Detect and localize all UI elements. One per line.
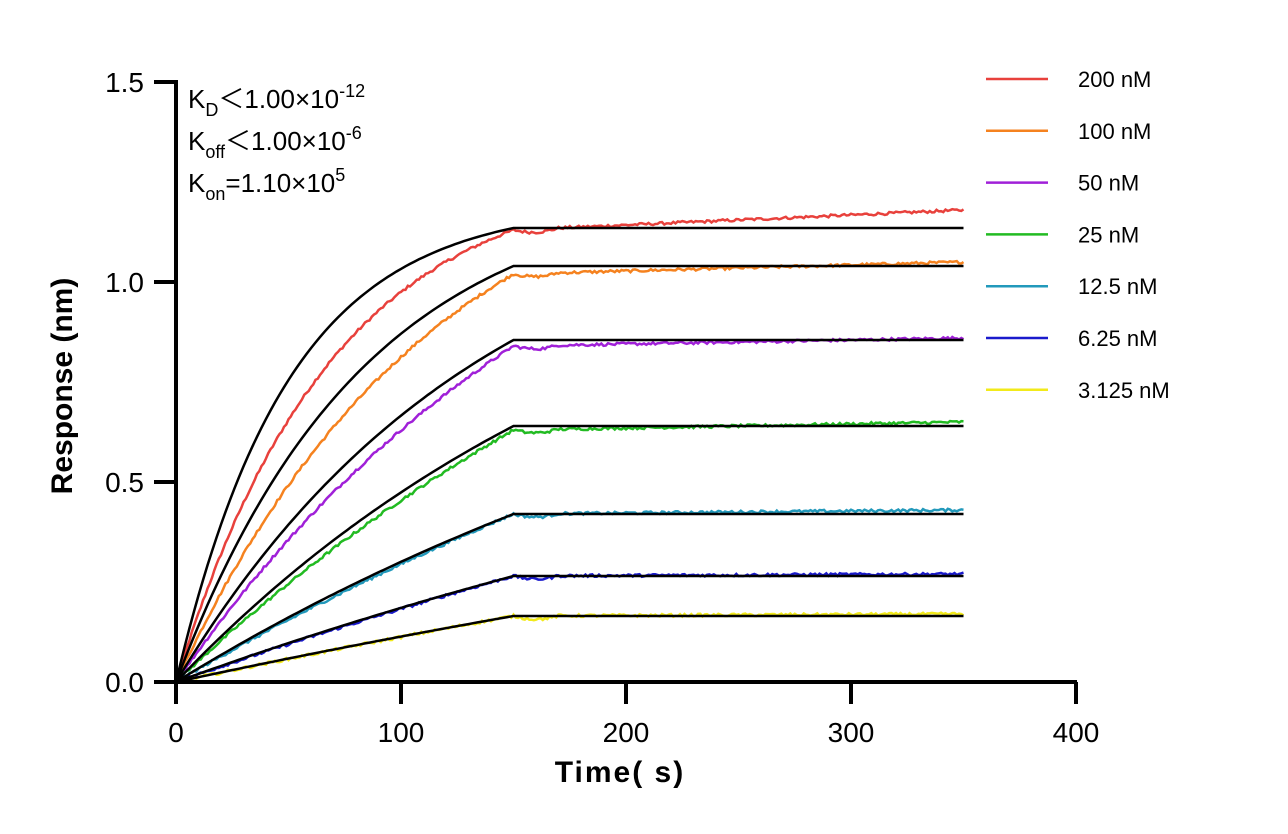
kd-annotation: KD＜1.00×10-12 <box>188 81 365 120</box>
legend-label: 50 nM <box>1078 171 1139 196</box>
x-tick-label: 200 <box>603 717 650 748</box>
fit-curve <box>174 226 964 683</box>
measured-curve <box>175 507 964 683</box>
legend-label: 6.25 nM <box>1078 326 1158 351</box>
fit-curve <box>174 264 964 683</box>
legend-label: 25 nM <box>1078 222 1139 247</box>
x-tick-label: 100 <box>378 717 425 748</box>
y-tick-label: 1.0 <box>105 267 144 298</box>
measured-curve <box>175 571 964 684</box>
curves-layer <box>174 207 965 684</box>
fit-curve <box>175 614 964 684</box>
measured-curve <box>175 611 965 683</box>
legend-label: 3.125 nM <box>1078 378 1170 403</box>
legend-label: 12.5 nM <box>1078 274 1158 299</box>
measured-curve <box>175 419 964 684</box>
fit-curve <box>175 512 964 684</box>
legend-label: 200 nM <box>1078 67 1151 92</box>
y-tick-label: 1.5 <box>105 67 144 98</box>
measured-curve <box>175 335 965 683</box>
legend: 200 nM 100 nM 50 nM 25 nM 12.5 nM 6.25 nM 3.12… <box>986 67 1170 403</box>
measured-curve <box>174 207 965 683</box>
kinetic-constants: KD＜1.00×10-12 Koff＜1.00×10-6 Kon=1.10×10… <box>188 81 365 204</box>
fit-curve <box>174 338 964 683</box>
legend-label: 100 nM <box>1078 119 1151 144</box>
x-tick-label: 0 <box>168 717 184 748</box>
y-tick-label: 0.5 <box>105 467 144 498</box>
x-tick-label: 300 <box>828 717 875 748</box>
y-tick-label: 0.0 <box>105 667 144 698</box>
y-axis-title: Response (nm) <box>46 278 79 495</box>
x-tick-label: 400 <box>1053 717 1100 748</box>
x-axis-title: Time( s) <box>555 756 685 789</box>
koff-annotation: Koff＜1.00×10-6 <box>188 123 362 162</box>
kon-annotation: Kon=1.10×105 <box>188 165 345 204</box>
measured-curve <box>174 259 965 683</box>
ticks-layer: 0 100 200 300 400 0.0 0.5 1.0 1.5 <box>105 67 1099 748</box>
fit-curve <box>175 574 964 684</box>
fit-curve <box>175 424 964 683</box>
